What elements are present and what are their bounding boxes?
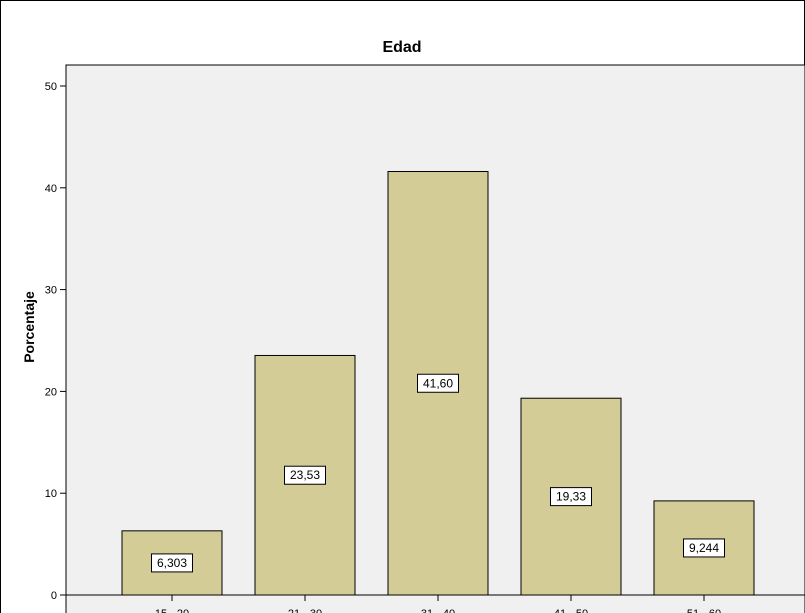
data-label: 9,244 [689, 541, 719, 555]
data-label-box [550, 487, 592, 507]
x-tick-label: 41 - 50 [554, 608, 588, 613]
data-label-box [284, 465, 326, 485]
bars-group [121, 171, 755, 596]
y-tick-label: 10 [45, 488, 57, 500]
y-axis-label: Porcentaje [21, 291, 37, 363]
data-label-box [683, 538, 725, 558]
data-labels-group: 6,303 23,53 41,60 19,33 9,244 [151, 373, 725, 573]
chart-title: Edad [382, 39, 421, 56]
data-label-box [151, 553, 193, 573]
data-label: 23,53 [290, 468, 320, 482]
y-axis: 0 10 20 30 40 50 [45, 81, 66, 602]
x-axis: 15 - 20 21 - 30 31 - 40 41 - 50 51 - 60 [66, 594, 805, 613]
y-tick-label: 40 [45, 183, 57, 195]
x-tick-label: 15 - 20 [155, 608, 189, 613]
data-label-box [417, 373, 459, 393]
y-tick-label: 0 [51, 590, 57, 602]
y-tick-label: 30 [45, 285, 57, 297]
data-label: 19,33 [556, 490, 586, 504]
y-tick-label: 50 [45, 81, 57, 93]
x-tick-label: 51 - 60 [687, 608, 721, 613]
x-tick-label: 21 - 30 [288, 608, 322, 613]
data-label: 6,303 [157, 556, 187, 570]
y-tick-label: 20 [45, 386, 57, 398]
x-tick-label: 31 - 40 [421, 608, 455, 613]
data-label: 41,60 [423, 376, 453, 390]
